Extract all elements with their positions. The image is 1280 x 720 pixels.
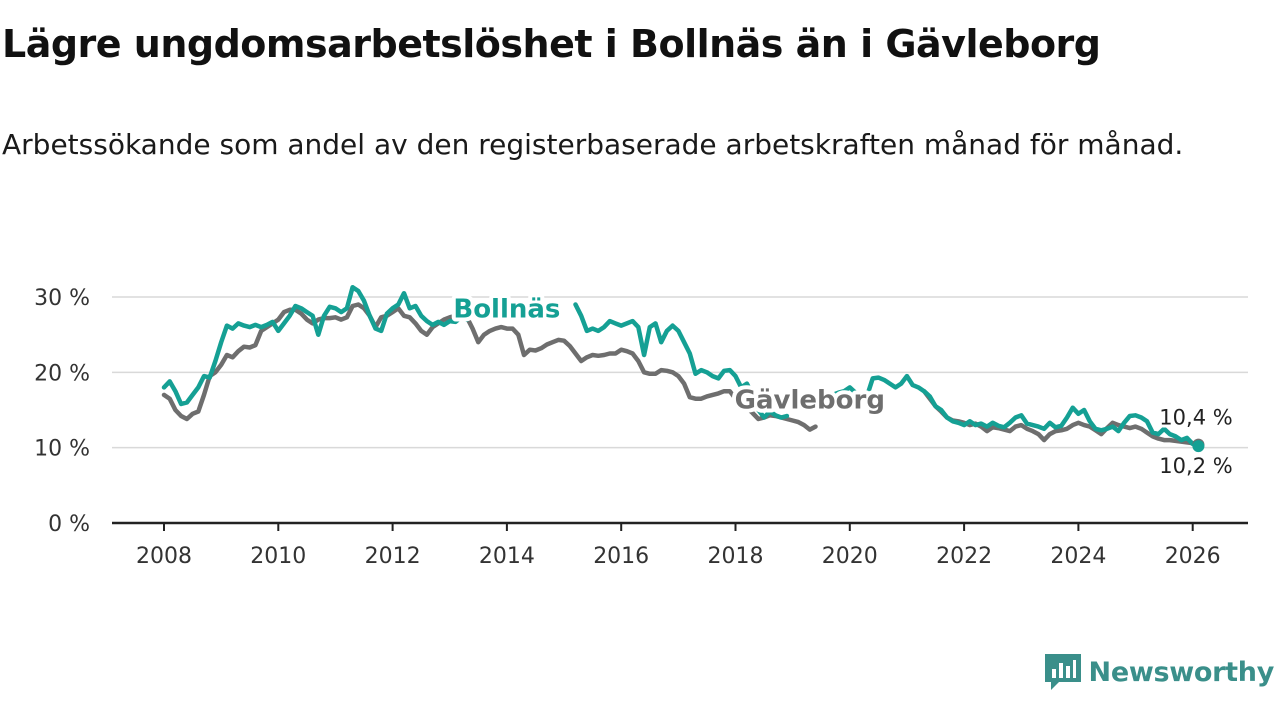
x-tick-label: 2008 — [136, 544, 192, 569]
page-title: Lägre ungdomsarbetslöshet i Bollnäs än i… — [2, 22, 1101, 66]
series-bollnas — [161, 284, 1201, 449]
series-line-bollnas — [161, 284, 470, 407]
series-line-bollnas — [830, 385, 858, 398]
y-tick-label: 30 % — [34, 286, 90, 311]
x-tick-label: 2020 — [822, 544, 878, 569]
x-tick-label: 2024 — [1050, 544, 1106, 569]
y-tick-label: 10 % — [34, 437, 90, 462]
end-value-label-gavleborg: 10,4 % — [1159, 406, 1232, 430]
y-tick-label: 0 % — [48, 512, 90, 537]
x-tick-label: 2014 — [479, 544, 535, 569]
end-point-bollnas — [1192, 440, 1205, 453]
series-label-bollnas: Bollnäs — [453, 294, 560, 324]
newsworthy-logo-text: Newsworthy — [1088, 656, 1275, 688]
y-tick-label: 20 % — [34, 361, 90, 386]
series-label-gavleborg: Gävleborg — [735, 385, 885, 415]
series-line-bollnas — [864, 373, 1201, 449]
x-tick-label: 2018 — [708, 544, 764, 569]
x-tick-label: 2010 — [250, 544, 306, 569]
x-tick-label: 2012 — [365, 544, 421, 569]
series-line-bollnas — [573, 302, 790, 420]
series-line-gavleborg — [921, 388, 1201, 447]
newsworthy-logo[interactable]: Newsworthy — [1043, 652, 1274, 692]
newsworthy-logo-icon — [1044, 654, 1081, 690]
x-tick-label: 2016 — [593, 544, 649, 569]
chart-subtitle: Arbetssökande som andel av den registerb… — [2, 128, 1184, 161]
x-tick-label: 2026 — [1165, 544, 1221, 569]
x-tick-label: 2022 — [936, 544, 992, 569]
end-value-label-bollnas: 10,2 % — [1159, 454, 1232, 478]
